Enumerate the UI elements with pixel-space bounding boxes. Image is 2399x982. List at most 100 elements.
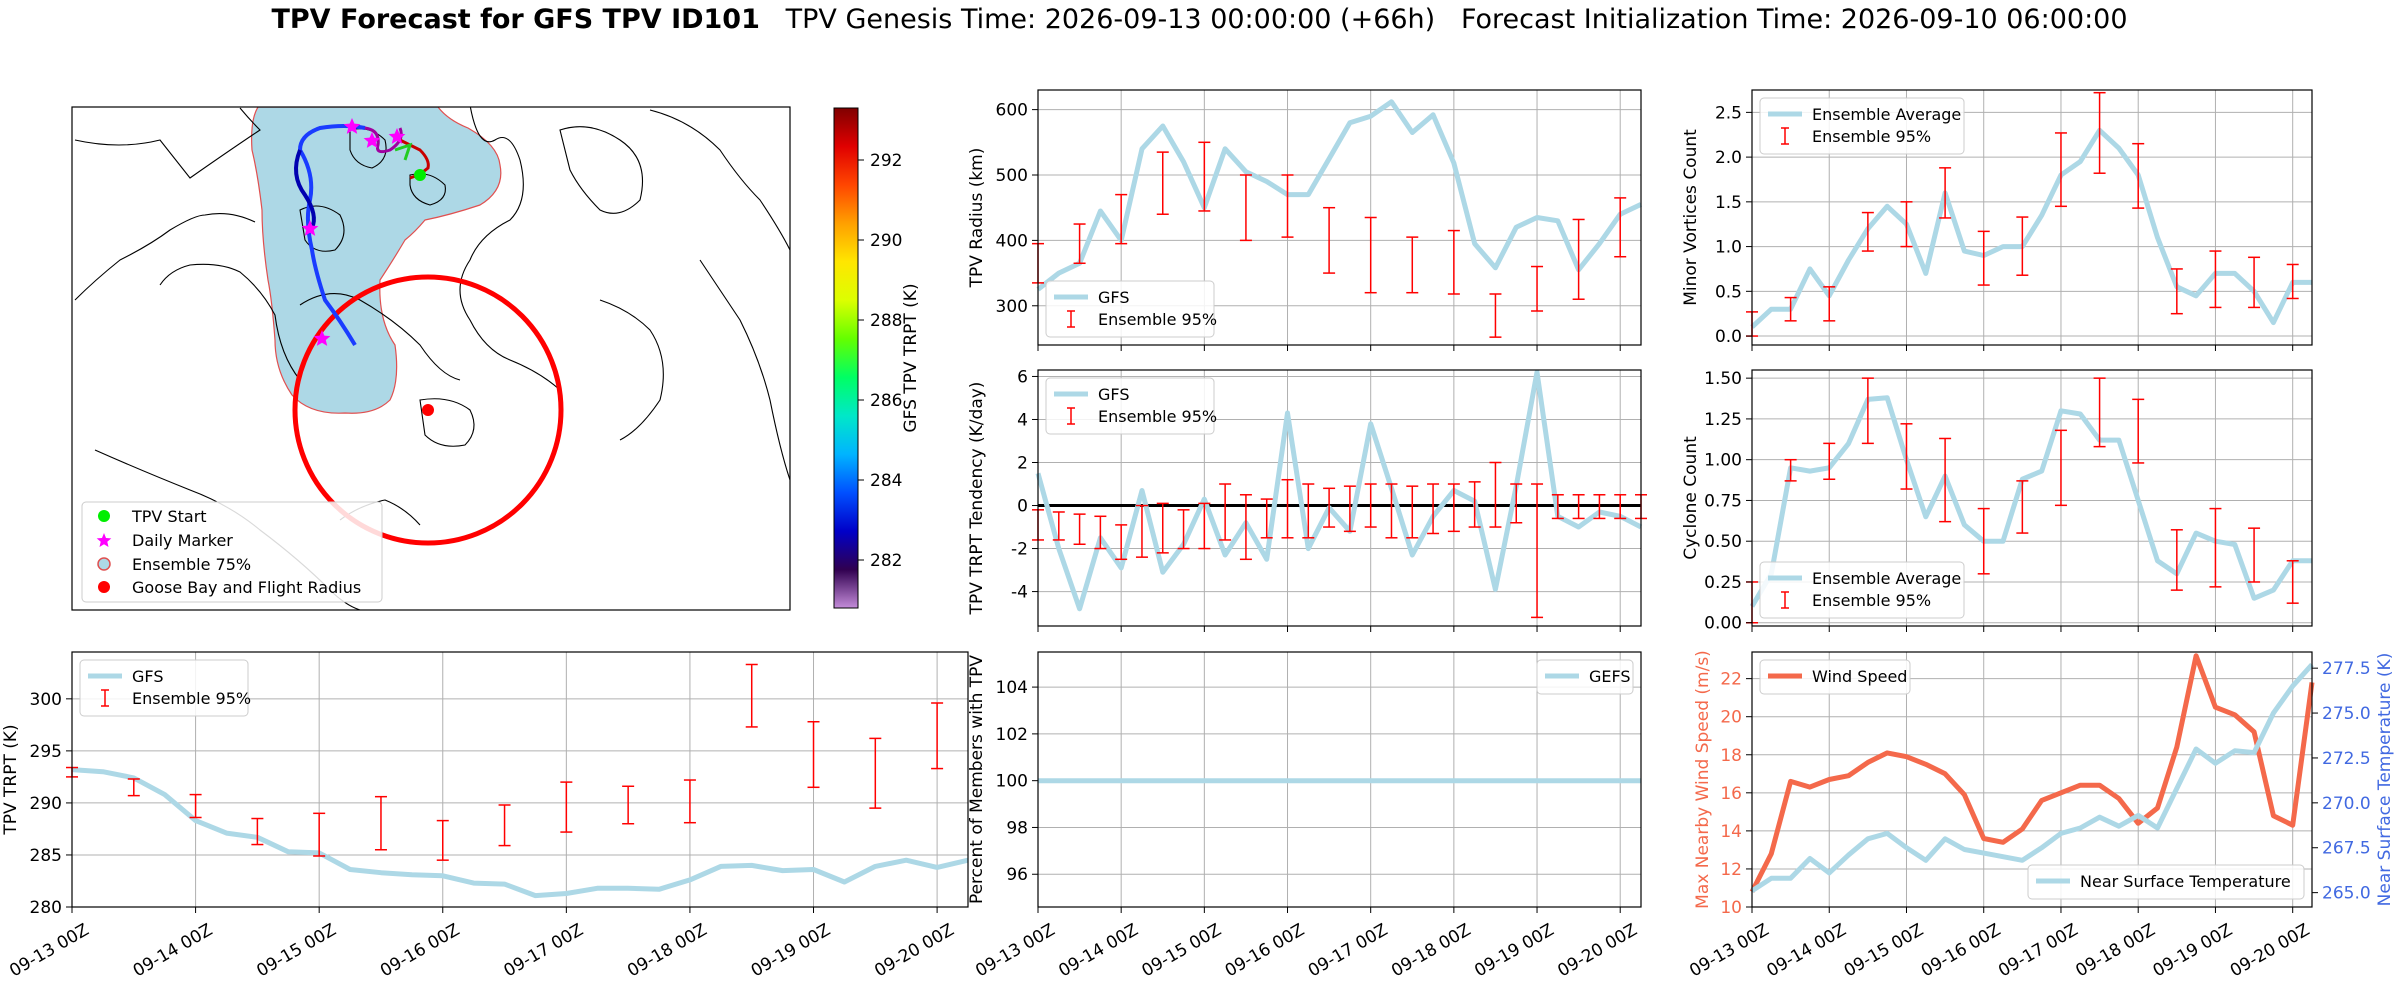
- tpv-radius-series-line-0: [1036, 99, 1643, 292]
- percent-members-x-tick-label: 09-18 00Z: [1388, 920, 1474, 981]
- colorbar-gradient: [833, 107, 859, 609]
- percent-members-y-axis-label: Percent of Members with TPV: [967, 655, 987, 904]
- tpv-trpt-x-tick-label: 09-17 00Z: [501, 920, 587, 981]
- minor-vortices-y-tick-label: 1.5: [1715, 193, 1742, 213]
- goose-bay-marker: [422, 404, 434, 416]
- wind-temp-y-tick-label: 12: [1720, 860, 1742, 880]
- minor-vortices-y-axis-label: Minor Vortices Count: [1681, 129, 1701, 306]
- trpt-tendency-legend-label: GFS: [1098, 385, 1129, 404]
- wind-temp-legend-box: [1759, 659, 1911, 695]
- map-panel: TPV Start Daily Marker Ensemble 75% Goos…: [71, 106, 921, 611]
- percent-members-x-tick-label: 09-14 00Z: [1055, 920, 1141, 981]
- tpv-trpt-x-tick-label: 09-18 00Z: [624, 920, 710, 981]
- tpv-trpt-frame: [71, 651, 969, 908]
- minor-vortices-y-tick-label: 2.5: [1715, 103, 1742, 123]
- map-frame: [71, 106, 791, 611]
- cyclone-count-y-tick-label: 1.00: [1704, 451, 1742, 471]
- legend-ensemble-75-icon: [97, 557, 111, 571]
- minor-vortices-legend-label: Ensemble Average: [1812, 105, 1961, 124]
- percent-members-x-tick-label: 09-19 00Z: [1471, 920, 1557, 981]
- wind-temp-y-right-tick-label: 277.5: [2322, 659, 2371, 679]
- percent-members-frame: [1037, 651, 1642, 908]
- tpv-radius-frame: [1037, 89, 1642, 346]
- tpv-trpt-x-tick-label: 09-20 00Z: [871, 920, 957, 981]
- tpv-radius-y-tick-label: 500: [996, 166, 1028, 186]
- wind-temp-y-tick-label: 22: [1720, 670, 1742, 690]
- map-legend: TPV Start Daily Marker Ensemble 75% Goos…: [81, 501, 383, 603]
- percent-members-x-tick-label: 09-20 00Z: [1554, 920, 1640, 981]
- wind-temp-x-tick-label: 09-20 00Z: [2227, 920, 2313, 981]
- legend-tpv-start-icon: [98, 510, 110, 522]
- chart-tpv-trpt: 280 285 290 295 300 TPV TRPT (K) 09-13 00Z 09-1…: [1, 651, 969, 981]
- colorbar: 282 284 286 288 290 292 GFS TPV TRPT (K): [833, 107, 921, 609]
- cyclone-count-frame: [1751, 369, 2313, 627]
- trpt-tendency-y-tick-label: 0: [1017, 497, 1028, 517]
- legend-daily-marker-label: Daily Marker: [132, 531, 233, 550]
- tpv-trpt-y-tick-label: 280: [30, 898, 62, 918]
- cyclone-count-y-tick-label: 0.50: [1704, 532, 1742, 552]
- tpv-radius-y-tick-label: 400: [996, 231, 1028, 251]
- wind-temp-y-tick-label: 16: [1720, 784, 1742, 804]
- minor-vortices-y-tick-label: 0.5: [1715, 282, 1742, 302]
- cyclone-count-y-tick-label: 1.25: [1704, 410, 1742, 430]
- legend-ensemble-75-label: Ensemble 75%: [132, 555, 251, 574]
- wind-temp-frame: [1751, 651, 2313, 908]
- tpv-start-marker: [414, 169, 426, 181]
- wind-temp-x-tick-label: 09-14 00Z: [1763, 920, 1849, 981]
- percent-members-x-tick-label: 09-13 00Z: [972, 920, 1058, 981]
- wind-temp-y-right-tick-label: 270.0: [2322, 794, 2371, 814]
- colorbar-tick-label: 286: [870, 391, 902, 411]
- figure-title-rest: TPV Genesis Time: 2026-09-13 00:00:00 (+…: [785, 4, 2128, 35]
- tpv-trpt-y-tick-label: 300: [30, 690, 62, 710]
- figure-title: TPV Forecast for GFS TPV ID101 TPV Genes…: [0, 4, 2399, 35]
- ensemble-75-area: [251, 107, 502, 414]
- tpv-trpt-x-tick-label: 09-16 00Z: [377, 920, 463, 981]
- percent-members-legend-label: GEFS: [1589, 667, 1631, 686]
- cyclone-count-series-line-0: [1749, 395, 2312, 608]
- tpv-trpt-legend-label: Ensemble 95%: [132, 689, 251, 708]
- percent-members-x-tick-label: 09-16 00Z: [1222, 920, 1308, 981]
- tpv-radius-y-axis-label: TPV Radius (km): [967, 148, 987, 289]
- minor-vortices-y-tick-label: 1.0: [1715, 238, 1742, 258]
- wind-temp-y-tick-label: 10: [1720, 898, 1742, 918]
- tpv-radius-legend-label: GFS: [1098, 288, 1129, 307]
- trpt-tendency-frame: [1037, 369, 1642, 627]
- cyclone-count-y-tick-label: 0.00: [1704, 614, 1742, 634]
- minor-vortices-frame: [1751, 89, 2313, 346]
- colorbar-tick-label: 292: [870, 151, 902, 171]
- legend-goose-bay-label: Goose Bay and Flight Radius: [132, 578, 361, 597]
- chart-cyclone-count: 0.00 0.25 0.50 0.75 1.00 1.25 1.50 Cyclone Coun…: [1681, 369, 2313, 634]
- tpv-trpt-x-tick-label: 09-13 00Z: [6, 920, 92, 981]
- minor-vortices-y-tick-label: 2.0: [1715, 148, 1742, 168]
- chart-percent-members: 96 98 100 102 104 Percent of Members with TPV…: [967, 651, 1642, 981]
- minor-vortices-legend-box: [1759, 97, 1965, 155]
- wind-temp-y-tick-label: 14: [1720, 822, 1742, 842]
- daily-marker-star: [343, 118, 361, 134]
- trpt-tendency-y-tick-label: -2: [1011, 540, 1028, 560]
- minor-vortices-series-line-0: [1750, 127, 2312, 329]
- cyclone-count-y-tick-label: 1.50: [1704, 369, 1742, 389]
- wind-temp-y-axis-label: Max Nearby Wind Speed (m/s): [1693, 650, 1713, 909]
- map-legend-box: [81, 501, 383, 603]
- wind-temp-right-legend-box: [2027, 864, 2305, 900]
- tpv-trpt-y-axis-label: TPV TRPT (K): [1, 724, 21, 835]
- percent-members-x-tick-label: 09-15 00Z: [1139, 920, 1225, 981]
- trpt-tendency-y-tick-label: -4: [1011, 583, 1028, 603]
- tpv-radius-y-tick-label: 300: [996, 297, 1028, 317]
- chart-minor-vortices: 0.0 0.5 1.0 1.5 2.0 2.5 Minor Vortices Count En…: [1681, 89, 2313, 351]
- wind-temp-series-line-0: [1749, 653, 2315, 893]
- cyclone-count-y-axis-label: Cyclone Count: [1681, 436, 1701, 560]
- wind-temp-x-tick-label: 09-15 00Z: [1841, 920, 1927, 981]
- daily-markers: [301, 118, 406, 346]
- wind-temp-y-tick-label: 18: [1720, 746, 1742, 766]
- percent-members-y-tick-label: 104: [996, 678, 1028, 698]
- tpv-radius-legend-label: Ensemble 95%: [1098, 310, 1217, 329]
- colorbar-label: GFS TPV TRPT (K): [901, 283, 921, 432]
- cyclone-count-y-tick-label: 0.75: [1704, 491, 1742, 511]
- chart-tpv-radius: 300 400 500 600 TPV Radius (km) GFS Ensemble 9…: [967, 89, 1643, 351]
- tpv-trpt-y-tick-label: 290: [30, 794, 62, 814]
- daily-marker-star: [313, 330, 331, 346]
- colorbar-tick-label: 284: [870, 471, 902, 491]
- wind-temp-x-tick-label: 09-17 00Z: [1995, 920, 2081, 981]
